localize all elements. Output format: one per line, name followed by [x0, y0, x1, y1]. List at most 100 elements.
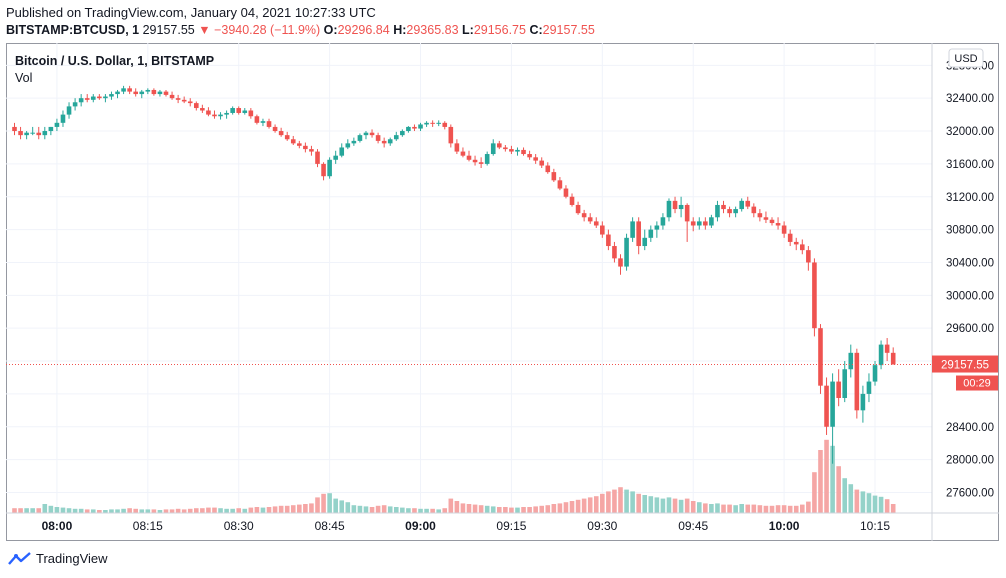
candle-body	[763, 217, 769, 220]
time-tick-label: 08:45	[315, 519, 345, 533]
candle-body	[260, 121, 266, 123]
price-axis[interactable]: 27600.00 28000.00 28400.00 29600.00 30000.00…	[931, 43, 994, 541]
volume-bar	[339, 500, 345, 513]
close-label: C:	[529, 23, 543, 37]
candle-body	[509, 149, 514, 152]
volume-bar	[187, 508, 193, 513]
candle-body	[133, 91, 138, 95]
candle-body	[284, 135, 290, 140]
candle-body	[169, 94, 175, 99]
volume-bar	[163, 509, 169, 513]
candle-body	[175, 98, 181, 100]
candle-body	[163, 91, 169, 95]
volume-bar	[696, 502, 702, 513]
candle-body	[466, 155, 472, 160]
volume-bar	[466, 504, 472, 513]
candle-body	[563, 188, 569, 197]
candle-body	[733, 209, 738, 214]
volume-bar	[618, 487, 623, 513]
candle-body	[78, 98, 84, 103]
volume-bar	[600, 493, 605, 513]
candle-body	[248, 110, 254, 117]
candle-body	[357, 135, 363, 141]
volume-bar	[490, 506, 496, 513]
price-tick-label: 28400.00	[946, 422, 994, 434]
candle-body	[36, 132, 42, 136]
volume-bar	[878, 496, 884, 513]
volume-bar	[42, 504, 48, 513]
candle-body	[793, 241, 799, 245]
low-value: 29156.75	[473, 23, 526, 37]
volume-bar	[751, 504, 757, 513]
volume-bar	[890, 504, 896, 513]
volume-bar	[218, 508, 223, 513]
price-tick-label: 29600.00	[946, 323, 994, 335]
time-axis[interactable]: 08:00 08:15 08:30 08:45 09:00 09:15 09:30 09:45…	[6, 512, 999, 533]
candle-body	[72, 102, 78, 107]
candle-body	[254, 116, 260, 123]
candle-body	[472, 159, 478, 163]
time-tick-label: 10:00	[769, 519, 800, 533]
volume-bar	[521, 507, 526, 513]
volume-bar	[454, 501, 460, 513]
candle-body	[690, 221, 696, 226]
volume-bar	[115, 509, 120, 513]
volume-bar	[745, 504, 751, 513]
candle-body	[30, 132, 35, 134]
candle-body	[363, 132, 369, 136]
candle-body	[400, 131, 405, 136]
volume-bar	[866, 493, 872, 513]
candle-body	[848, 352, 854, 370]
volume-bar	[606, 491, 611, 513]
candle-body	[878, 344, 884, 366]
candle-body	[90, 96, 96, 100]
price-tick-label: 32400.00	[946, 93, 994, 105]
time-tick-label: 08:15	[133, 519, 163, 533]
candle-body	[387, 139, 393, 144]
volume-bar	[333, 498, 338, 513]
volume-bar	[660, 498, 666, 513]
volume-bar	[200, 508, 205, 513]
open-value: 29296.84	[337, 23, 390, 37]
volume-bar	[97, 510, 102, 513]
volume-bar	[400, 507, 405, 513]
volume-bar	[769, 505, 775, 513]
candle-body	[187, 101, 193, 104]
time-tick-label: 09:15	[496, 519, 526, 533]
candle-body	[66, 106, 72, 115]
candle-body	[460, 151, 466, 156]
candle-body	[18, 131, 23, 136]
volume-bar	[369, 507, 375, 513]
currency-badge[interactable]	[948, 48, 984, 68]
volume-bar	[103, 510, 108, 513]
candle-body	[97, 96, 102, 99]
volume-bar	[248, 507, 254, 513]
last-price-tag	[932, 355, 998, 373]
countdown-tag	[956, 375, 998, 391]
volume-bar	[278, 505, 284, 513]
volume-bar	[721, 504, 726, 513]
candle-body	[521, 149, 526, 155]
candle-body	[42, 131, 48, 136]
volume-bar	[387, 506, 393, 513]
currency-label: USD	[954, 53, 977, 65]
volume-bar	[509, 507, 514, 513]
volume-bar	[303, 504, 308, 513]
footer-brand[interactable]: TradingView	[8, 551, 108, 566]
candle-body	[618, 258, 623, 267]
candle-body	[515, 149, 520, 152]
volume-bar	[30, 508, 35, 513]
volume-bar	[539, 505, 545, 513]
candle-body	[393, 135, 399, 140]
candle-body	[533, 157, 538, 161]
price-chart[interactable]: 27600.00 28000.00 28400.00 29600.00 30000.00…	[6, 43, 999, 541]
volume-bar	[375, 505, 381, 513]
volume-bar	[78, 508, 84, 513]
volume-bar	[672, 498, 678, 513]
candle-body	[545, 165, 551, 173]
volume-bar	[848, 484, 854, 513]
volume-legend: Vol	[15, 71, 32, 85]
volume-bar	[824, 439, 829, 513]
volume-bar	[242, 508, 248, 513]
candle-body	[745, 200, 751, 207]
